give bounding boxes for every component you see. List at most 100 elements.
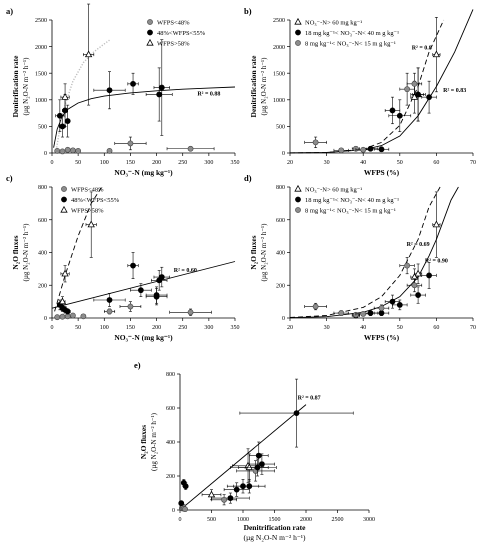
marker-black-circle	[227, 495, 234, 501]
r-squared-label: R² = 0.69	[407, 242, 430, 248]
y-tick-label: 2000	[273, 45, 285, 51]
marker-gray-circle	[64, 146, 71, 153]
y-tick-label: 2500	[273, 18, 285, 24]
panel-letter: a)	[6, 6, 13, 16]
x-tick-label: 60	[433, 160, 439, 166]
marker-gray-circle	[312, 303, 319, 310]
marker-black-circle	[158, 274, 165, 280]
y-tick-label: 1500	[273, 71, 285, 77]
marker-gray-circle	[404, 262, 411, 269]
marker-gray-circle	[378, 305, 385, 312]
x-axis-label: NO₃⁻-N (mg kg⁻¹)	[114, 333, 173, 342]
fit-curve	[51, 261, 236, 309]
legend: NO₃⁻-N> 60 mg kg⁻¹ 18 mg kg⁻¹< NO₃⁻-N< 40…	[294, 17, 399, 47]
marker-triangle	[245, 463, 253, 471]
marker-black-circle	[415, 292, 421, 298]
x-tick-label: 0	[179, 517, 182, 523]
marker-gray-circle	[404, 86, 411, 93]
x-tick-label: 50	[75, 325, 81, 331]
marker-gray-circle	[70, 312, 76, 319]
y-tick-label: 2500	[35, 18, 47, 24]
marker-gray-circle	[411, 80, 418, 87]
marker-gray-circle	[338, 147, 345, 154]
marker-triangle	[432, 220, 441, 228]
panel-c: 0 50 100 150 200 250 300 350 0 200 400 600 800 c) NO₃⁻…	[6, 173, 240, 342]
panel-e: 0 500 1000 1500 2000 2500 3000 0 200 400 600 800 e) D…	[134, 360, 375, 542]
marker-gray-circle	[182, 506, 188, 513]
marker-black-circle	[255, 452, 262, 459]
y-tick-label: 0	[44, 151, 47, 157]
legend-entry: 8 mg kg⁻¹< NO₃⁻-N< 15 m g kg⁻¹	[305, 40, 396, 47]
y-tick-label: 200	[38, 283, 47, 289]
y-tick-label: 400	[166, 440, 175, 446]
marker-black-circle	[295, 196, 301, 203]
y-tick-label: 1000	[273, 98, 285, 104]
marker-black-circle	[389, 107, 396, 114]
marker-gray-circle	[80, 313, 87, 320]
x-axis-label: WFPS (%)	[364, 168, 400, 177]
marker-triangle	[146, 38, 154, 46]
x-tick-label: 2500	[332, 517, 344, 523]
marker-gray-circle	[54, 147, 61, 154]
y-tick-label: 400	[276, 251, 285, 257]
marker-triangle	[84, 50, 93, 58]
marker-black-circle	[147, 29, 153, 36]
legend: NO₃⁻-N> 60 mg kg⁻¹ 18 mg kg⁻¹< NO₃⁻-N< 40…	[294, 184, 399, 214]
x-tick-label: 1500	[269, 517, 281, 523]
fit-curve	[289, 19, 445, 154]
marker-black-circle	[61, 196, 67, 203]
legend-entry: 48%<WFPS<55%	[71, 197, 120, 204]
y-axis-label-unit: (µg N₂O-N m⁻² h⁻¹)	[260, 57, 268, 116]
series-2	[60, 3, 95, 111]
x-tick-label: 250	[178, 325, 187, 331]
marker-gray-circle	[312, 139, 319, 146]
marker-gray-circle	[106, 147, 113, 154]
series-2	[58, 191, 97, 307]
marker-triangle	[58, 297, 67, 305]
marker-gray-circle	[295, 207, 301, 213]
y-axis-label: Denitrification rate	[249, 55, 258, 118]
y-tick-label: 200	[166, 474, 175, 480]
marker-black-circle	[295, 29, 301, 36]
y-axis-label: N₂O fluxes	[249, 235, 258, 269]
marker-gray-circle	[70, 147, 76, 154]
x-tick-label: 100	[100, 160, 109, 166]
x-tick-label: 0	[51, 160, 54, 166]
fit-curve	[179, 404, 307, 511]
y-tick-label: 0	[44, 316, 47, 322]
x-axis-label: Denitrification rate	[244, 523, 307, 532]
y-tick-label: 400	[38, 251, 47, 257]
y-tick-label: 600	[38, 218, 47, 224]
x-tick-label: 350	[231, 325, 240, 331]
marker-gray-circle	[338, 310, 345, 316]
x-tick-label: 20	[287, 160, 293, 166]
panel-d: 20 30 40 50 60 70 0 200 400 600 800 d) WFPS (%) N₂O f…	[244, 173, 476, 342]
panel-a: 0 50 100 150 200 250 300 350 0 500 1000 1500 2000 250…	[6, 3, 240, 177]
r-squared-label: R² = 0.83	[443, 88, 466, 94]
marker-black-circle	[137, 287, 144, 294]
y-tick-label: 800	[166, 372, 175, 378]
series-2	[304, 257, 423, 318]
marker-black-circle	[258, 461, 265, 467]
marker-gray-circle	[411, 282, 418, 289]
legend-entry: NO₃⁻-N> 60 mg kg⁻¹	[305, 186, 362, 193]
legend-entry: WFPS<48%	[157, 19, 190, 26]
x-tick-label: 50	[397, 160, 403, 166]
x-tick-label: 1000	[237, 517, 249, 523]
y-axis-label-unit: (µg N₂O-N m⁻² h⁻¹)	[150, 412, 158, 471]
legend-entry: WFPS>58%	[71, 207, 104, 214]
marker-gray-circle	[187, 309, 194, 316]
marker-gray-circle	[295, 40, 301, 46]
r-squared-label: R² = 0.60	[174, 268, 197, 274]
y-tick-label: 800	[276, 185, 285, 191]
marker-triangle	[60, 205, 68, 213]
x-tick-label: 250	[178, 160, 187, 166]
series-0	[178, 378, 354, 513]
legend-entry: WFPS>58%	[157, 40, 190, 47]
x-tick-label: 200	[152, 160, 161, 166]
fit-curve	[289, 186, 441, 318]
marker-triangle	[294, 17, 302, 25]
marker-gray-circle	[360, 146, 367, 153]
series-1	[55, 39, 173, 138]
marker-black-circle	[233, 486, 240, 493]
